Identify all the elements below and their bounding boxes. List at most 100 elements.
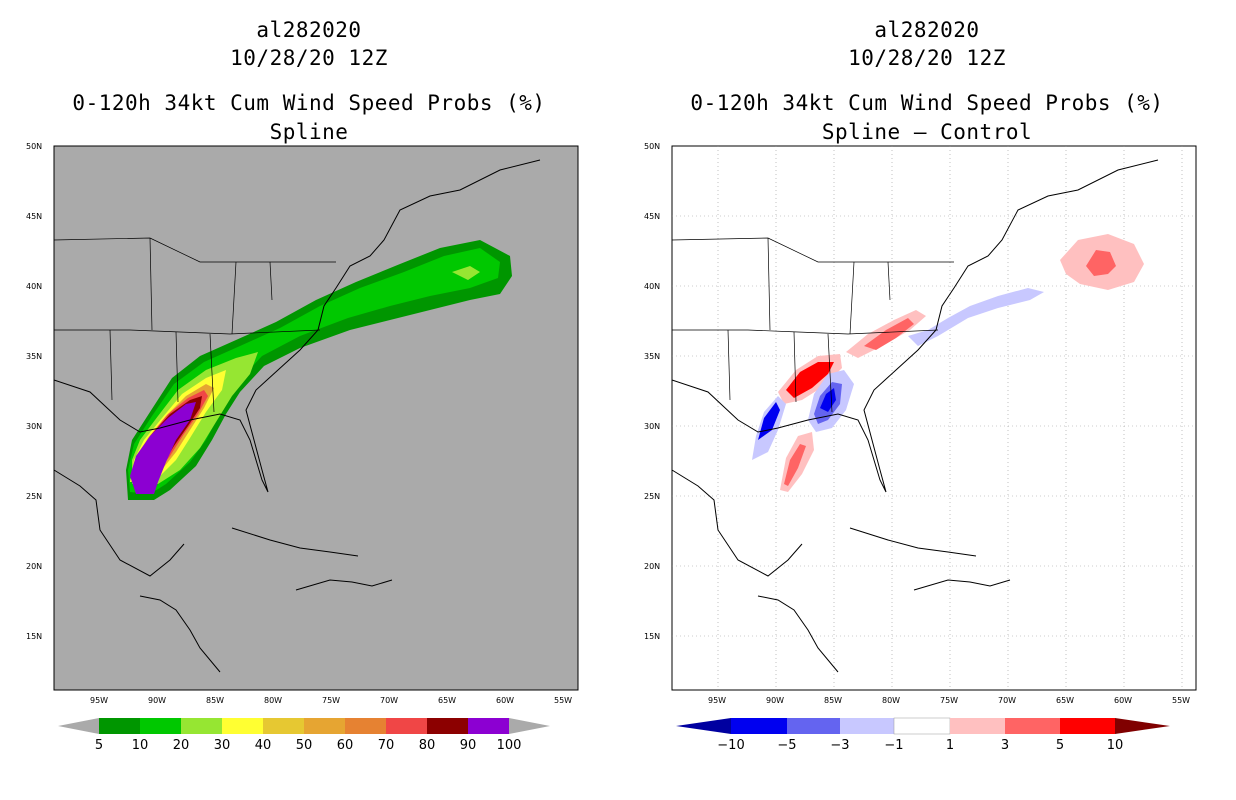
- colorbar-bin: [263, 718, 304, 734]
- lon-axis: 95W 90W 85W 80W 75W 70W 65W 60W 55W: [90, 696, 572, 705]
- colorbar-label: 3: [1001, 738, 1009, 753]
- colorbar-bin: [304, 718, 345, 734]
- product-title: 0-120h 34kt Cum Wind Speed Probs (%): [72, 91, 546, 115]
- map-background: [53, 145, 579, 691]
- swath-5: [126, 240, 512, 500]
- colorbar-bin: [840, 718, 894, 734]
- scheme-title: Spline – Control: [821, 120, 1033, 144]
- colorbar-bin: [950, 718, 1005, 734]
- lat-label: 50N: [26, 142, 42, 151]
- lat-label: 45N: [644, 212, 660, 221]
- diff-blob: [784, 444, 806, 486]
- colorbar-label: 70: [378, 738, 395, 753]
- colorbar-label: 100: [497, 738, 522, 753]
- lon-label: 90W: [766, 696, 784, 705]
- lat-label: 35N: [644, 352, 660, 361]
- lat-label: 25N: [644, 492, 660, 501]
- colorbar-bin: [222, 718, 263, 734]
- scheme-title: Spline: [269, 120, 349, 144]
- lat-label: 45N: [26, 212, 42, 221]
- lon-label: 60W: [496, 696, 514, 705]
- state-borders: [671, 237, 954, 413]
- lat-axis: 50N 45N 40N 35N 30N 25N 20N 15N: [644, 142, 660, 641]
- difference-contours: [752, 234, 1144, 492]
- colorbar-bin: [427, 718, 468, 734]
- diff-blob: [1086, 250, 1116, 276]
- colorbar-low-arrow: [676, 718, 731, 734]
- lon-label: 75W: [322, 696, 340, 705]
- diff-blob: [786, 362, 834, 398]
- colorbar-label: −1: [884, 738, 903, 753]
- colorbar-label: 50: [296, 738, 313, 753]
- colorbar-label: 30: [214, 738, 231, 753]
- lon-label: 95W: [708, 696, 726, 705]
- lat-label: 30N: [644, 422, 660, 431]
- lat-label: 50N: [644, 142, 660, 151]
- colorbar-label: −10: [717, 738, 744, 753]
- colorbar-bin: [893, 717, 951, 735]
- colorbar-label: 5: [95, 738, 103, 753]
- coastlines: [53, 159, 541, 673]
- colorbar-bin: [1060, 718, 1115, 734]
- storm-id-title: al282020: [256, 18, 362, 42]
- lon-label: 80W: [264, 696, 282, 705]
- diff-blob: [864, 318, 914, 350]
- lon-label: 70W: [380, 696, 398, 705]
- lon-label: 55W: [554, 696, 572, 705]
- lon-label: 85W: [206, 696, 224, 705]
- colorbar-low-arrow: [58, 718, 99, 734]
- lat-label: 40N: [644, 282, 660, 291]
- colorbar: −10 −5 −3 −1 1 3 5 10: [676, 717, 1170, 753]
- lat-label: 30N: [26, 422, 42, 431]
- storm-id-title: al282020: [874, 18, 980, 42]
- colorbar-label: 90: [460, 738, 477, 753]
- right-panel: al282020 10/28/20 12Z 0-120h 34kt Cum Wi…: [618, 0, 1236, 800]
- colorbar-bin: [99, 718, 140, 734]
- colorbar-bin: [386, 718, 427, 734]
- lon-label: 85W: [824, 696, 842, 705]
- colorbar-label: 80: [419, 738, 436, 753]
- lon-label: 70W: [998, 696, 1016, 705]
- colorbar-label: 40: [255, 738, 272, 753]
- state-borders: [53, 237, 336, 413]
- colorbar-label: 1: [946, 738, 954, 753]
- lon-axis: 95W 90W 85W 80W 75W 70W 65W 60W 55W: [708, 696, 1190, 705]
- lon-label: 90W: [148, 696, 166, 705]
- colorbar-label: −5: [777, 738, 796, 753]
- lat-label: 20N: [644, 562, 660, 571]
- lon-label: 65W: [438, 696, 456, 705]
- product-title: 0-120h 34kt Cum Wind Speed Probs (%): [690, 91, 1164, 115]
- lat-label: 40N: [26, 282, 42, 291]
- colorbar-bin: [468, 718, 509, 734]
- lat-label: 20N: [26, 562, 42, 571]
- colorbar-label: −3: [830, 738, 849, 753]
- colorbar-label: 20: [173, 738, 190, 753]
- map-background: [671, 145, 1197, 691]
- lon-label: 65W: [1056, 696, 1074, 705]
- probability-map: 50N 45N 40N 35N 30N 25N 20N 15N 95W 90W …: [26, 142, 579, 753]
- colorbar-label: 10: [132, 738, 149, 753]
- swath-100: [130, 402, 196, 494]
- colorbar-bin: [1005, 718, 1060, 734]
- lon-label: 75W: [940, 696, 958, 705]
- colorbar-label: 10: [1107, 738, 1124, 753]
- diff-blob: [908, 288, 1044, 346]
- lat-label: 15N: [644, 632, 660, 641]
- colorbar-bin: [345, 718, 386, 734]
- datetime-title: 10/28/20 12Z: [848, 46, 1006, 70]
- datetime-title: 10/28/20 12Z: [230, 46, 388, 70]
- difference-map: 50N 45N 40N 35N 30N 25N 20N 15N 95W 90W …: [644, 142, 1197, 753]
- left-panel: al282020 10/28/20 12Z 0-120h 34kt Cum Wi…: [26, 18, 579, 753]
- colorbar-bin: [140, 718, 181, 734]
- colorbar-high-arrow: [509, 718, 550, 734]
- colorbar-label: 60: [337, 738, 354, 753]
- colorbar-high-arrow: [1115, 718, 1170, 734]
- colorbar-label: 5: [1056, 738, 1064, 753]
- lon-label: 95W: [90, 696, 108, 705]
- wind-probability-swath: [126, 240, 512, 500]
- colorbar-bin: [731, 718, 787, 734]
- coastlines: [671, 159, 1159, 673]
- lat-label: 15N: [26, 632, 42, 641]
- colorbar-bin: [181, 718, 222, 734]
- lon-label: 80W: [882, 696, 900, 705]
